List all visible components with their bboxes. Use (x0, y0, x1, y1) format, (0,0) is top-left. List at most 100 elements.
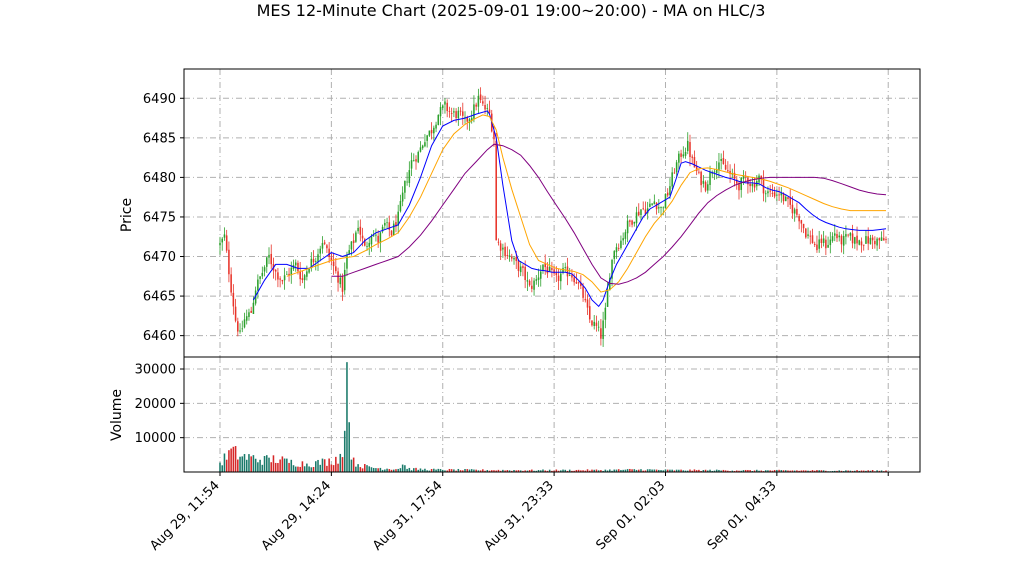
volume-bar (466, 469, 469, 472)
candle-body (782, 193, 785, 202)
volume-bar (646, 469, 649, 472)
candle-body (555, 272, 558, 276)
candle-body (664, 193, 667, 209)
volume-bar (437, 468, 440, 472)
volume-bar (840, 470, 843, 472)
candle-body (684, 151, 687, 156)
candle-body (735, 179, 738, 184)
volume-bar (464, 469, 466, 472)
candle-body (424, 142, 426, 147)
volume-bar (268, 457, 270, 472)
candle-body (332, 261, 335, 267)
x-axis: Aug 29, 11:54 Aug 29, 14:24 Aug 31, 17:54 A… (147, 472, 889, 554)
volume-bar (858, 470, 861, 472)
candle-body (831, 236, 834, 241)
volume-bar (651, 469, 653, 472)
volume-bar (515, 470, 518, 472)
volume-bar (359, 467, 362, 472)
candle-body (462, 111, 464, 116)
volume-bar (319, 464, 322, 472)
volume-bar (468, 469, 471, 472)
candle-body (586, 299, 589, 308)
candle-body (308, 268, 310, 273)
candle-body (840, 235, 843, 245)
volume-bar (384, 469, 386, 472)
volume-bar (259, 459, 261, 472)
volume-bar (364, 464, 366, 472)
volume-bar (675, 469, 678, 472)
candle-body (720, 158, 722, 161)
candle-body (695, 166, 698, 172)
candle-body (673, 172, 676, 174)
candle-body (279, 278, 281, 280)
volume-bar (346, 362, 348, 472)
volume-bar (715, 469, 718, 472)
candle-body (446, 102, 448, 112)
volume-bar (658, 469, 660, 472)
volume-bar (767, 470, 769, 472)
candle-body (791, 204, 794, 214)
volume-bar (869, 470, 872, 472)
candle-body (290, 267, 293, 276)
volume-bar (381, 469, 384, 472)
volume-bar (221, 465, 224, 472)
volume-bar (430, 469, 433, 472)
volume-bar (330, 464, 333, 472)
candle-body (497, 241, 500, 243)
candle-body (833, 233, 836, 236)
candle-body (682, 154, 685, 157)
volume-bar (303, 466, 306, 472)
volume-bar (239, 456, 241, 472)
volume-bar (635, 469, 638, 472)
candle-body (245, 316, 248, 321)
volume-bar (237, 459, 239, 472)
candle-body (653, 201, 656, 205)
volume-bar (724, 470, 727, 472)
candle-body (854, 237, 856, 244)
candle-body (268, 254, 270, 258)
volume-bar (519, 470, 522, 472)
volume-bar (270, 462, 273, 472)
candle-body (805, 228, 807, 238)
candle-body (466, 116, 469, 122)
volume-bar (718, 469, 720, 472)
candle-body (669, 186, 671, 196)
candle-body (729, 170, 731, 175)
candle-body (860, 241, 863, 246)
volume-bar (234, 446, 237, 472)
volume-bar (809, 470, 812, 472)
volume-bar (511, 470, 513, 472)
candle-body (551, 268, 553, 270)
candle-body (401, 192, 404, 202)
candle-body (771, 192, 774, 194)
volume-bar (860, 470, 863, 472)
volume-bar (613, 469, 616, 472)
candle-body (542, 264, 544, 271)
candle-body (707, 184, 709, 191)
volume-bar (312, 467, 315, 472)
candle-body (709, 171, 711, 185)
candle-body (597, 326, 600, 328)
candle-body (499, 243, 502, 251)
volume-bar (611, 470, 613, 472)
volume-bar (626, 469, 629, 472)
candle-body (544, 262, 546, 268)
volume-bar (390, 469, 393, 472)
candle-body (386, 222, 388, 224)
candle-body (624, 232, 627, 239)
volume-bar (257, 462, 259, 472)
candle-body (740, 177, 742, 190)
candle-body (488, 109, 491, 114)
volume-bar (789, 470, 792, 472)
candle-body (800, 220, 803, 224)
candle-body (822, 238, 825, 243)
volume-bar (290, 459, 293, 472)
volume-bar (620, 470, 622, 472)
candle-body (502, 247, 504, 250)
candle-body (640, 209, 642, 216)
volume-bar (640, 469, 642, 472)
volume-bar (749, 470, 751, 472)
volume-bar (702, 470, 705, 472)
volume-bar (682, 470, 685, 472)
volume-bar (735, 470, 738, 472)
